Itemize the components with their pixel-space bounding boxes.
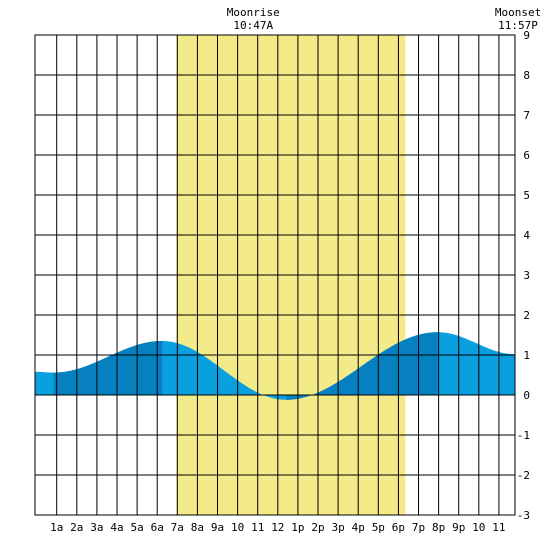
x-tick-label: 7a [171, 521, 184, 534]
x-tick-label: 6p [392, 521, 405, 534]
annotation-title: Moonset [495, 6, 541, 19]
y-axis-tick-labels: 9 8 7 6 5 4 3 2 1 0 -1 -2 -3 [517, 29, 531, 522]
y-tick-label: 6 [523, 149, 530, 162]
y-tick-label: -2 [517, 469, 530, 482]
x-tick-label: 2p [311, 521, 324, 534]
x-tick-label: 2a [70, 521, 83, 534]
y-tick-label: 4 [523, 229, 530, 242]
y-tick-label: -3 [517, 509, 530, 522]
x-tick-label: 1a [50, 521, 63, 534]
annotation-time: 11:57P [498, 19, 538, 32]
y-tick-label: 5 [523, 189, 530, 202]
y-tick-label: 7 [523, 109, 530, 122]
x-tick-label: 11 [251, 521, 264, 534]
x-tick-label: 8a [191, 521, 204, 534]
y-tick-label: 0 [523, 389, 530, 402]
x-tick-label: 12 [271, 521, 284, 534]
x-tick-label: 8p [432, 521, 445, 534]
x-tick-label: 3p [331, 521, 344, 534]
x-tick-label: 10 [472, 521, 485, 534]
annotation-time: 10:47A [233, 19, 273, 32]
plot-border [34, 34, 516, 516]
y-tick-label: -1 [517, 429, 530, 442]
x-tick-label: 10 [231, 521, 244, 534]
annotation-title: Moonrise [227, 6, 280, 19]
x-tick-label: 5a [130, 521, 143, 534]
tide-area-rising [285, 332, 438, 400]
x-tick-label: 4p [352, 521, 365, 534]
x-axis-tick-labels: 1a 2a 3a 4a 5a 6a 7a 8a 9a 10 11 12 1p 2p 3p 4p 5p 6p 7p 8p… [50, 521, 505, 534]
y-tick-label: 9 [523, 29, 530, 42]
y-tick-label: 1 [523, 349, 530, 362]
x-tick-label: 11 [492, 521, 505, 534]
x-tick-label: 7p [412, 521, 425, 534]
y-tick-label: 8 [523, 69, 530, 82]
y-tick-label: 3 [523, 269, 530, 282]
x-tick-label: 4a [110, 521, 123, 534]
x-tick-label: 6a [151, 521, 164, 534]
y-tick-label: 2 [523, 309, 530, 322]
x-tick-label: 9p [452, 521, 465, 534]
x-tick-label: 5p [372, 521, 385, 534]
x-tick-label: 9a [211, 521, 224, 534]
x-tick-label: 1p [291, 521, 304, 534]
x-tick-label: 3a [90, 521, 103, 534]
